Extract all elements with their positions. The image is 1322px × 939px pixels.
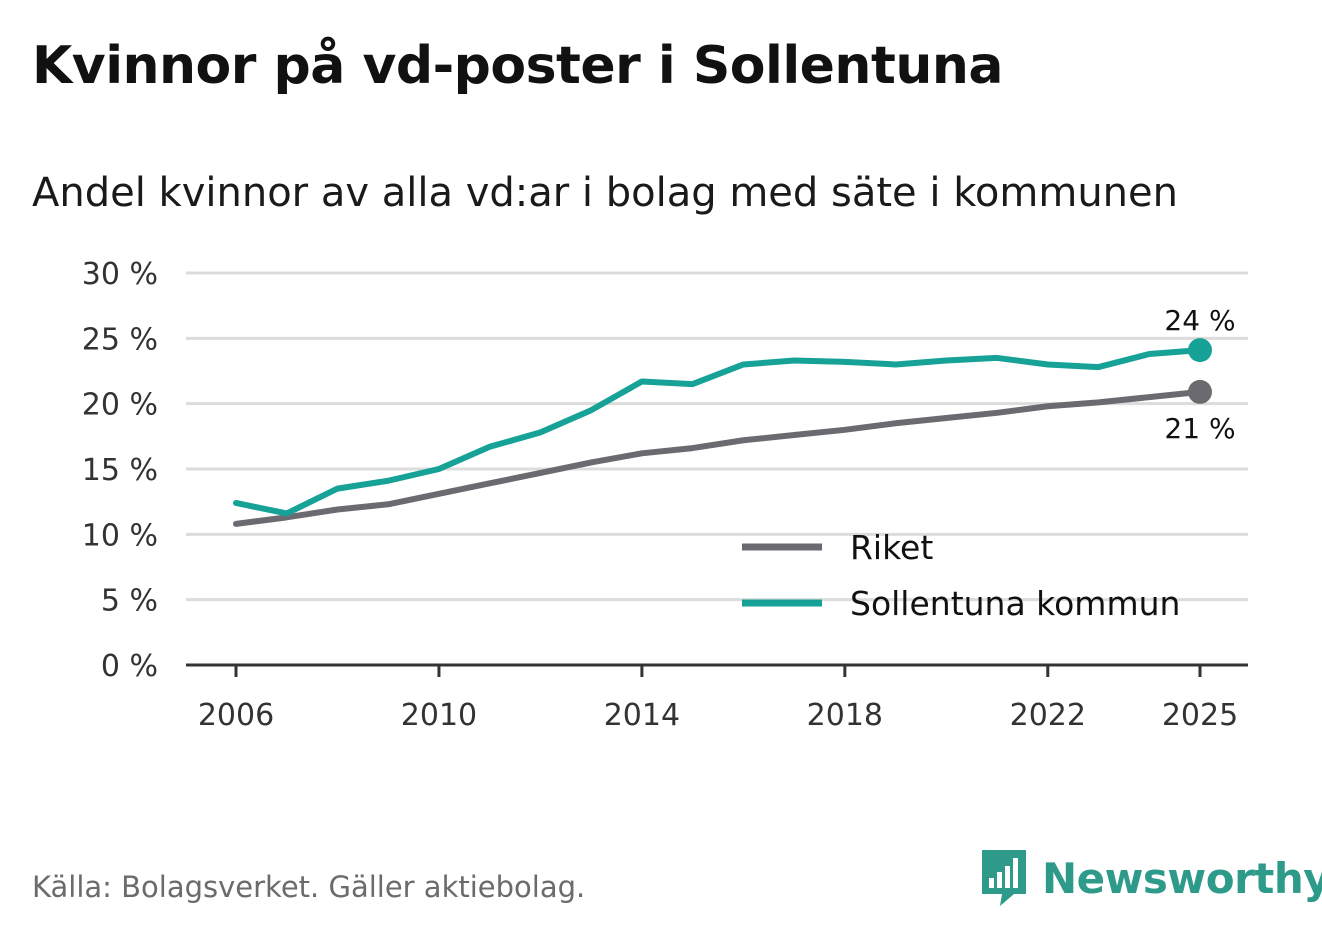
y-tick-label: 5 % [101,584,158,619]
newsworthy-logo-icon [982,850,1026,906]
y-tick-label: 10 % [82,518,158,553]
legend-label-1: Sollentuna kommun [850,584,1180,623]
x-tick-label: 2006 [198,698,274,733]
end-marker-0 [1188,379,1212,404]
brand-logo: Newsworthy [980,848,1322,908]
x-axis: 2006 2010 2014 2018 2022 2025 [186,663,1248,733]
series-line-0 [233,388,1203,527]
y-tick-label: 30 % [82,257,158,292]
brand-name: Newsworthy [1042,853,1322,903]
x-tick-label: 2014 [604,698,680,733]
end-label-0: 21 % [1164,412,1235,445]
end-label-1: 24 % [1164,304,1235,337]
y-axis-tick-labels: 0 % 5 % 10 % 15 % 20 % 25 % 30 % [82,257,158,684]
x-tick-label: 2022 [1010,698,1086,733]
grid-lines [186,271,1248,602]
legend: Riket Sollentuna kommun [742,528,1180,623]
y-tick-label: 20 % [82,388,158,423]
end-markers: 21 % 24 % [1164,304,1235,445]
series-line-1 [233,347,1203,517]
legend-label-0: Riket [850,528,933,567]
end-marker-1 [1188,338,1212,363]
x-tick-label: 2025 [1162,698,1238,733]
x-tick-label: 2018 [807,698,883,733]
x-tick-label: 2010 [401,698,477,733]
chart-subtitle: Andel kvinnor av alla vd:ar i bolag med … [32,170,1178,216]
page-title: Kvinnor på vd-poster i Sollentuna [32,36,1003,96]
y-tick-label: 0 % [101,649,158,684]
source-note: Källa: Bolagsverket. Gäller aktiebolag. [32,870,586,904]
series-lines [233,347,1203,527]
y-tick-label: 25 % [82,322,158,357]
y-tick-label: 15 % [82,453,158,488]
